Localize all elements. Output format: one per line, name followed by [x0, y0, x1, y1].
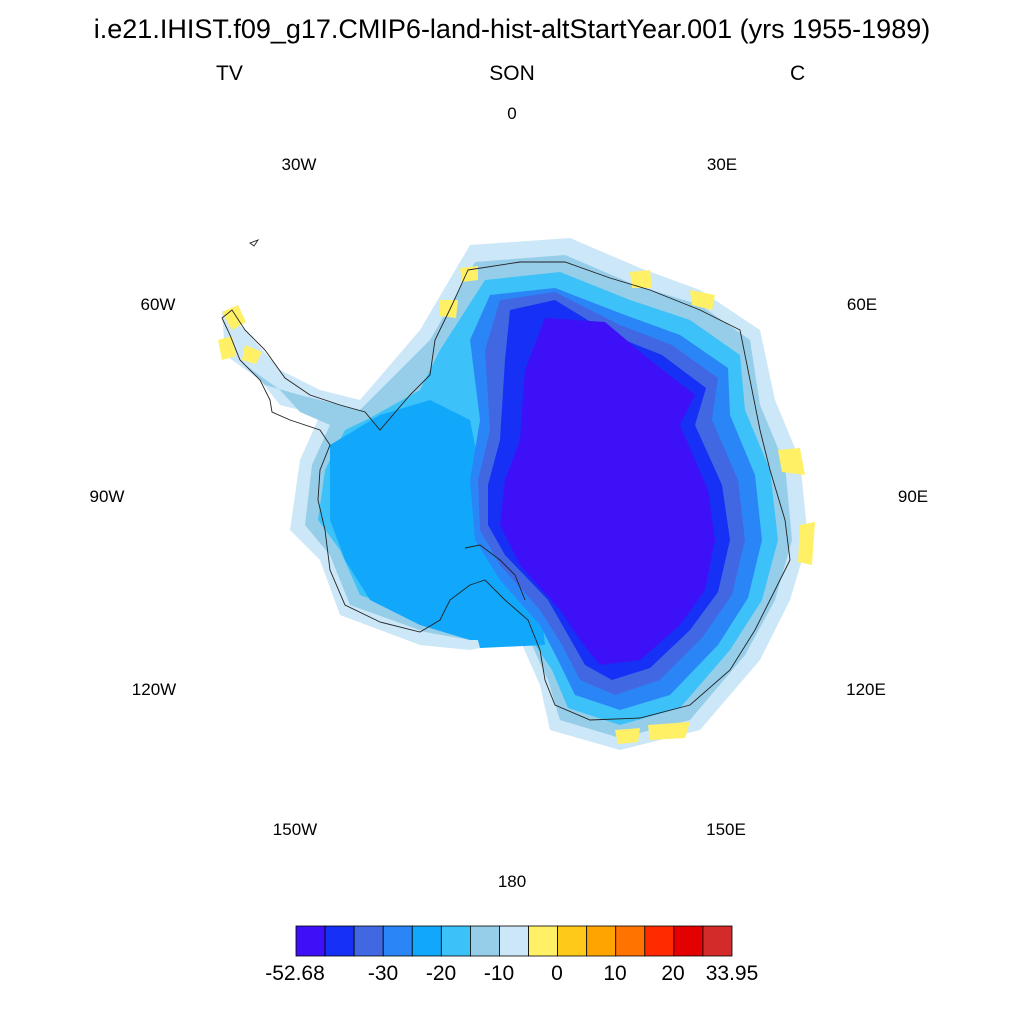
field-yellow-north [440, 266, 478, 318]
colorbar-label-min: -52.68 [265, 962, 325, 985]
lon-label-120e: 120E [846, 680, 886, 699]
colorbar-label-m10: -10 [483, 962, 515, 985]
colorbar-label-0: 0 [551, 962, 563, 985]
lon-label-60e: 60E [846, 295, 878, 314]
lon-label-180: 180 [497, 872, 527, 891]
plot-title: i.e21.IHIST.f09_g17.CMIP6-land-hist-altS… [93, 14, 931, 44]
field-ross-shelf [470, 555, 545, 648]
coastline [221, 239, 791, 721]
lon-label-150w: 150W [272, 820, 318, 839]
lon-label-30e: 30E [706, 155, 738, 174]
lon-label-90w: 90W [89, 487, 125, 506]
colorbar-label-m30: -30 [367, 962, 399, 985]
lon-label-0: 0 [507, 104, 517, 123]
lon-label-60w: 60W [140, 295, 176, 314]
colorbar-label-20: 20 [661, 962, 685, 985]
units-label: C [790, 62, 806, 85]
temperature-field [218, 238, 815, 750]
colorbar-label-m20: -20 [425, 962, 457, 985]
variable-label: TV [216, 62, 243, 85]
colorbar-label-10: 10 [603, 962, 627, 985]
coastline-main [221, 261, 791, 721]
field-plateau [500, 318, 715, 665]
season-label: SON [489, 62, 535, 85]
lon-label-30w: 30W [281, 155, 317, 174]
field-yellow-south [615, 722, 690, 744]
lon-label-150e: 150E [706, 820, 746, 839]
colorbar-label-max: 33.95 [705, 962, 759, 985]
lon-label-90e: 90E [897, 487, 929, 506]
field-yellow-peninsula [218, 305, 262, 364]
coastline-island [249, 239, 260, 247]
lon-label-120w: 120W [131, 680, 177, 699]
coastline-ross-front [464, 544, 526, 601]
